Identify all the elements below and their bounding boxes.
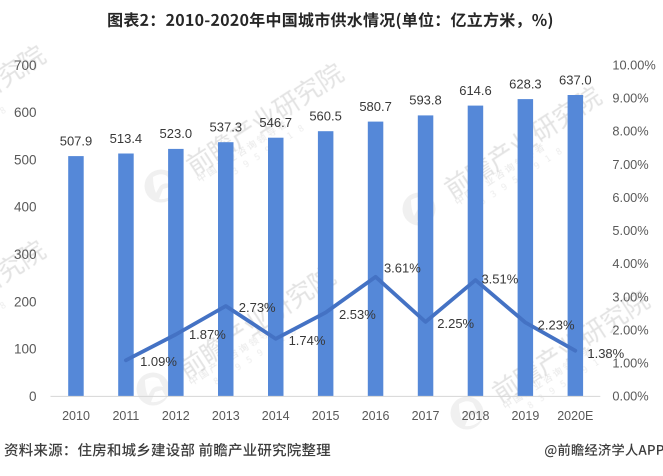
svg-text:3.00%: 3.00% xyxy=(612,289,648,304)
svg-text:523.0: 523.0 xyxy=(160,126,193,141)
svg-text:2016: 2016 xyxy=(362,409,390,423)
svg-text:560.5: 560.5 xyxy=(309,109,342,124)
svg-text:4.00%: 4.00% xyxy=(612,256,648,271)
svg-text:2017: 2017 xyxy=(412,409,440,423)
svg-text:300: 300 xyxy=(14,247,37,262)
svg-text:537.3: 537.3 xyxy=(210,120,243,135)
svg-text:2019: 2019 xyxy=(511,409,539,423)
svg-text:10.00%: 10.00% xyxy=(612,58,655,73)
svg-text:2010: 2010 xyxy=(62,409,90,423)
svg-text:400: 400 xyxy=(14,200,37,215)
svg-text:628.3: 628.3 xyxy=(509,76,542,91)
svg-text:1.00%: 1.00% xyxy=(612,356,648,371)
svg-text:5.00%: 5.00% xyxy=(612,223,648,238)
svg-text:2015: 2015 xyxy=(312,409,340,423)
svg-text:1.09%: 1.09% xyxy=(140,354,177,369)
svg-text:2.53%: 2.53% xyxy=(339,307,376,322)
svg-text:546.7: 546.7 xyxy=(259,115,292,130)
svg-text:507.9: 507.9 xyxy=(60,133,93,148)
svg-text:614.6: 614.6 xyxy=(459,83,492,98)
svg-text:2.23%: 2.23% xyxy=(538,318,575,333)
svg-text:8.00%: 8.00% xyxy=(612,124,648,139)
svg-text:2018: 2018 xyxy=(462,409,490,423)
svg-text:7.00%: 7.00% xyxy=(612,157,648,172)
svg-text:0: 0 xyxy=(29,389,37,404)
svg-text:3.51%: 3.51% xyxy=(481,272,518,287)
svg-text:2013: 2013 xyxy=(212,409,240,423)
svg-text:580.7: 580.7 xyxy=(359,99,392,114)
svg-text:2012: 2012 xyxy=(162,409,190,423)
svg-text:100: 100 xyxy=(14,342,37,357)
svg-text:0.00%: 0.00% xyxy=(612,389,648,404)
svg-text:2011: 2011 xyxy=(112,409,139,423)
svg-text:600: 600 xyxy=(14,105,37,120)
svg-text:9.00%: 9.00% xyxy=(612,91,648,106)
svg-text:3.61%: 3.61% xyxy=(384,261,421,276)
svg-text:1.74%: 1.74% xyxy=(289,333,326,348)
svg-text:1.38%: 1.38% xyxy=(587,346,624,361)
svg-text:593.8: 593.8 xyxy=(409,93,442,108)
svg-text:513.4: 513.4 xyxy=(110,131,143,146)
svg-text:700: 700 xyxy=(14,58,37,73)
svg-text:500: 500 xyxy=(14,152,37,167)
svg-text:2.00%: 2.00% xyxy=(612,323,648,338)
svg-text:200: 200 xyxy=(14,294,37,309)
svg-text:6.00%: 6.00% xyxy=(612,190,648,205)
svg-text:2020E: 2020E xyxy=(557,409,593,423)
svg-text:1.87%: 1.87% xyxy=(189,327,226,342)
svg-text:2.73%: 2.73% xyxy=(239,300,276,315)
svg-text:637.0: 637.0 xyxy=(559,72,592,87)
svg-text:2014: 2014 xyxy=(262,409,290,423)
svg-text:2.25%: 2.25% xyxy=(437,316,474,331)
